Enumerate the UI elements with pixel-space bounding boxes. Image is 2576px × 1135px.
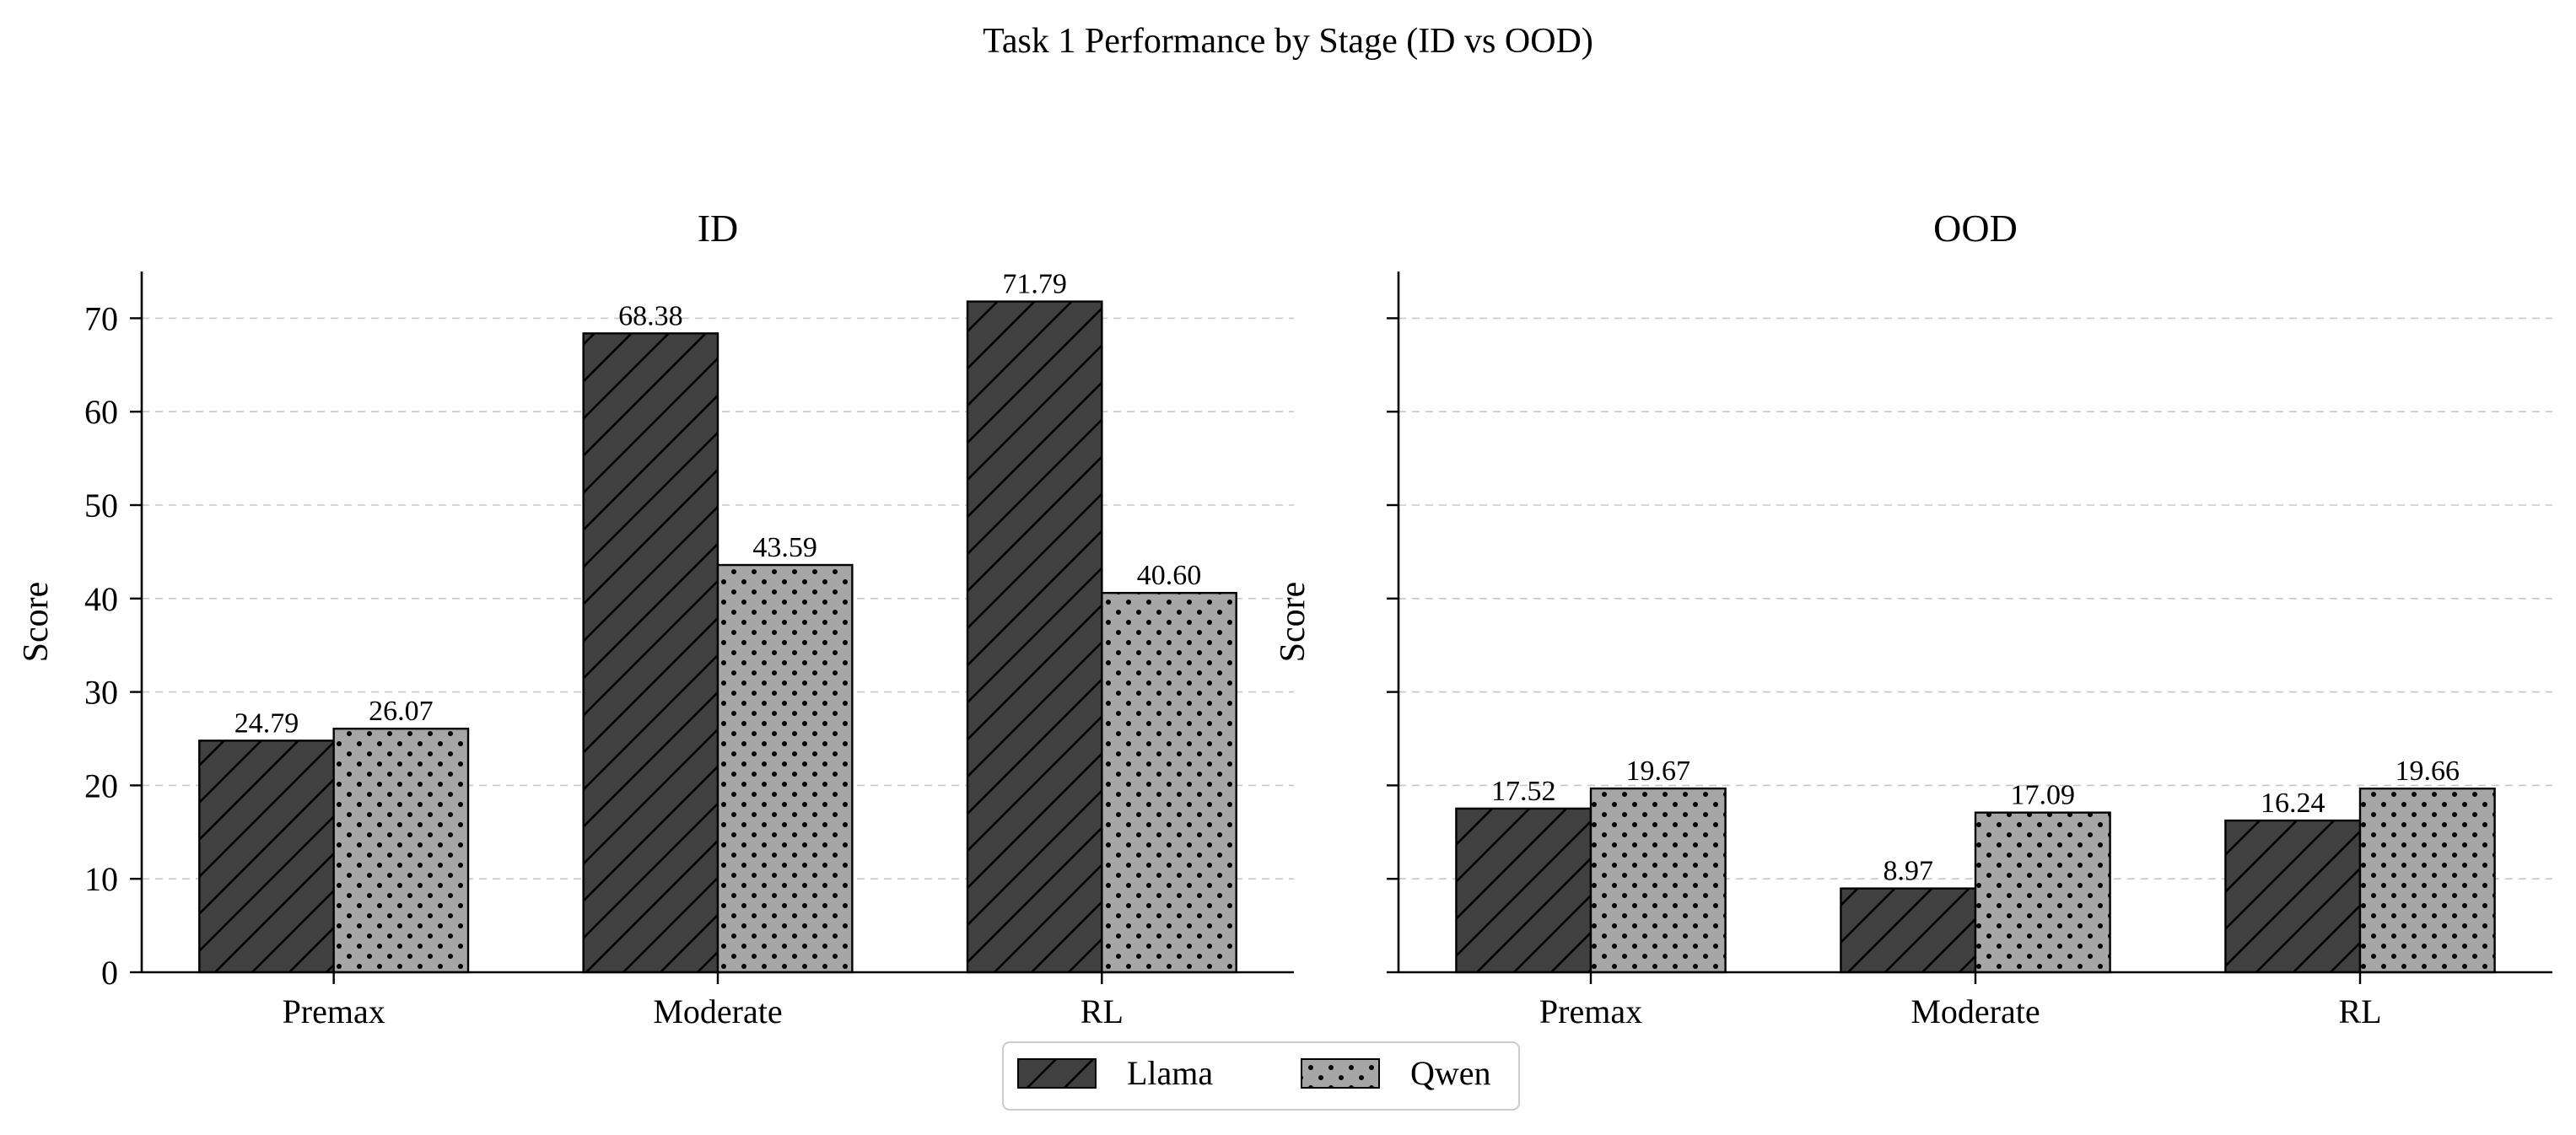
ood-bar-llama-moderate [1840, 887, 1977, 974]
ood-panel: 17.52 19.67 Premax 8.97 17.09 Moderate 16.24 19… [1274, 207, 2552, 1030]
id-title: ID [698, 207, 739, 250]
id-bar-qwen-premax [332, 727, 470, 974]
id-bar-qwen-moderate [716, 563, 854, 974]
id-y-tick-label: 40 [84, 580, 118, 618]
id-bar-llama-rl [966, 300, 1103, 974]
figure-title: Task 1 Performance by Stage (ID vs OOD) [983, 22, 1593, 61]
ood-data-label-llama-moderate: 8.97 [1883, 856, 1933, 887]
ood-y-axis-label: Score [1274, 582, 1312, 663]
legend-label-llama: Llama [1127, 1054, 1213, 1092]
id-y-axis-label: Score [17, 582, 56, 663]
id-data-label-qwen-rl: 40.60 [1137, 560, 1202, 591]
ood-data-label-qwen-moderate: 17.09 [2011, 780, 2076, 811]
ood-x-tick-label-rl: RL [2338, 992, 2381, 1030]
id-y-tick-label: 60 [84, 393, 118, 431]
id-data-label-llama-moderate: 68.38 [618, 300, 683, 331]
id-data-label-qwen-moderate: 43.59 [752, 532, 817, 563]
ood-x-tick-label-premax: Premax [1539, 992, 1642, 1030]
legend-swatch-qwen [1301, 1058, 1380, 1089]
ood-bar-qwen-premax [1589, 787, 1727, 974]
id-bar-llama-premax [198, 740, 335, 974]
id-y-tick-label: 50 [84, 487, 118, 524]
ood-title: OOD [1933, 207, 2018, 250]
ood-x-tick-label-moderate: Moderate [1910, 992, 2040, 1030]
id-x-tick-label-premax: Premax [283, 992, 385, 1030]
id-data-label-qwen-premax: 26.07 [369, 696, 434, 727]
legend-label-qwen: Qwen [1410, 1054, 1491, 1092]
id-x-tick-label-moderate: Moderate [653, 992, 782, 1030]
id-panel: 0 10 20 30 40 50 60 70 24.79 26.07 Premax 68.38 43.5… [17, 207, 1294, 1030]
legend-frame [1002, 1041, 1520, 1111]
ood-bar-qwen-rl [2358, 787, 2496, 974]
id-y-tick-label: 30 [84, 674, 118, 712]
ood-data-label-llama-premax: 17.52 [1491, 776, 1556, 807]
ood-bar-llama-premax [1455, 807, 1592, 974]
id-data-label-llama-premax: 24.79 [234, 707, 299, 739]
id-bar-qwen-rl [1101, 591, 1237, 974]
id-bar-llama-moderate [582, 332, 719, 974]
legend-swatch-llama [1017, 1058, 1097, 1089]
ood-data-label-llama-rl: 16.24 [2261, 788, 2325, 819]
ood-bar-qwen-moderate [1974, 811, 2111, 974]
id-y-tick-label: 20 [84, 767, 118, 804]
id-y-tick-label: 10 [84, 860, 118, 898]
id-y-tick-label: 70 [84, 299, 118, 337]
id-data-label-llama-rl: 71.79 [1002, 269, 1067, 300]
id-y-tick-label: 0 [101, 954, 118, 992]
id-x-tick-label-rl: RL [1081, 992, 1124, 1030]
legend: Llama Qwen [1002, 1041, 1520, 1111]
ood-data-label-qwen-rl: 19.66 [2395, 756, 2460, 787]
ood-data-label-qwen-premax: 19.67 [1626, 756, 1691, 787]
ood-bar-llama-rl [2224, 819, 2362, 974]
